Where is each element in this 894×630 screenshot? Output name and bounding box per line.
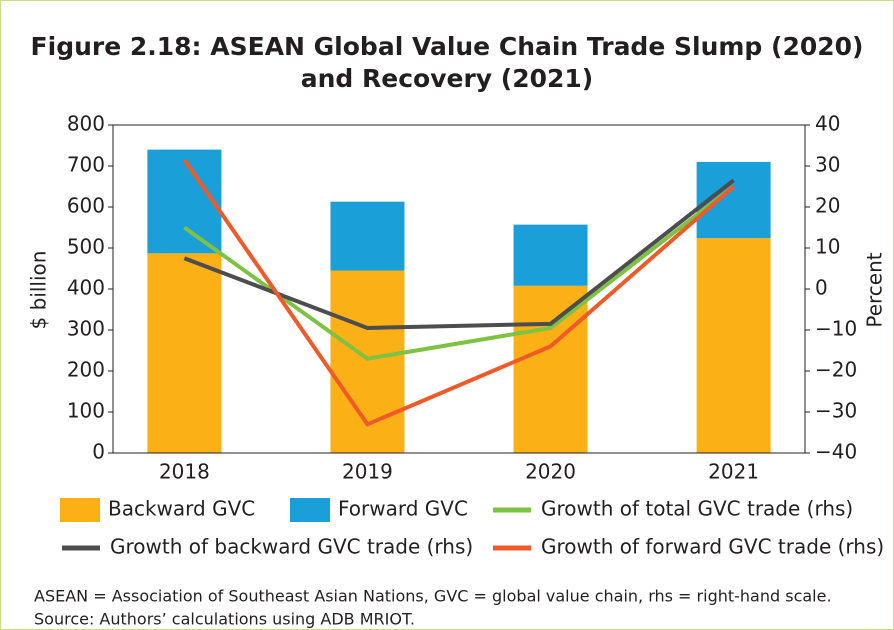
legend-label: Forward GVC — [338, 497, 468, 521]
y-tick-label: 700 — [67, 153, 105, 177]
y2-tick-label: 20 — [815, 194, 840, 218]
y2-tick-label: −30 — [815, 399, 857, 423]
x-tick-label: 2018 — [159, 460, 210, 484]
x-tick-label: 2021 — [708, 460, 759, 484]
bar — [147, 253, 222, 453]
legend-swatch — [290, 498, 330, 522]
y-tick-label: 200 — [67, 358, 105, 382]
y-tick-label: 0 — [92, 440, 105, 464]
legend-label: Growth of forward GVC trade (rhs) — [541, 535, 884, 559]
bar — [147, 149, 222, 254]
y2-tick-label: −20 — [815, 358, 857, 382]
y2-tick-label: 10 — [815, 235, 840, 259]
legend-label: Growth of total GVC trade (rhs) — [541, 497, 853, 521]
y-axis-label: $ billion — [27, 251, 51, 330]
legend-swatch — [60, 498, 100, 522]
y-tick-label: 300 — [67, 317, 105, 341]
bar — [696, 238, 771, 453]
bar — [513, 224, 588, 286]
x-tick-label: 2020 — [525, 460, 576, 484]
note: ASEAN = Association of Southeast Asian N… — [34, 587, 832, 606]
y2-tick-label: 0 — [815, 276, 828, 300]
chart-title: Figure 2.18: ASEAN Global Value Chain Tr… — [31, 32, 864, 61]
y-tick-label: 400 — [67, 276, 105, 300]
note: Source: Authors’ calculations using ADB … — [34, 610, 415, 629]
y2-axis-label: Percent — [863, 252, 887, 327]
y-tick-label: 600 — [67, 194, 105, 218]
y2-tick-label: 30 — [815, 153, 840, 177]
chart-title: and Recovery (2021) — [301, 64, 593, 93]
bar — [330, 201, 405, 271]
legend-label: Backward GVC — [108, 497, 255, 521]
bar — [513, 285, 588, 453]
y2-tick-label: −10 — [815, 317, 857, 341]
y2-tick-label: −40 — [815, 440, 857, 464]
legend-label: Growth of backward GVC trade (rhs) — [110, 535, 473, 559]
y-tick-label: 800 — [67, 112, 105, 136]
plot-frame — [112, 124, 806, 454]
x-tick-label: 2019 — [342, 460, 393, 484]
y-tick-label: 100 — [67, 399, 105, 423]
y2-tick-label: 40 — [815, 112, 840, 136]
line — [182, 158, 735, 427]
y-tick-label: 500 — [67, 235, 105, 259]
